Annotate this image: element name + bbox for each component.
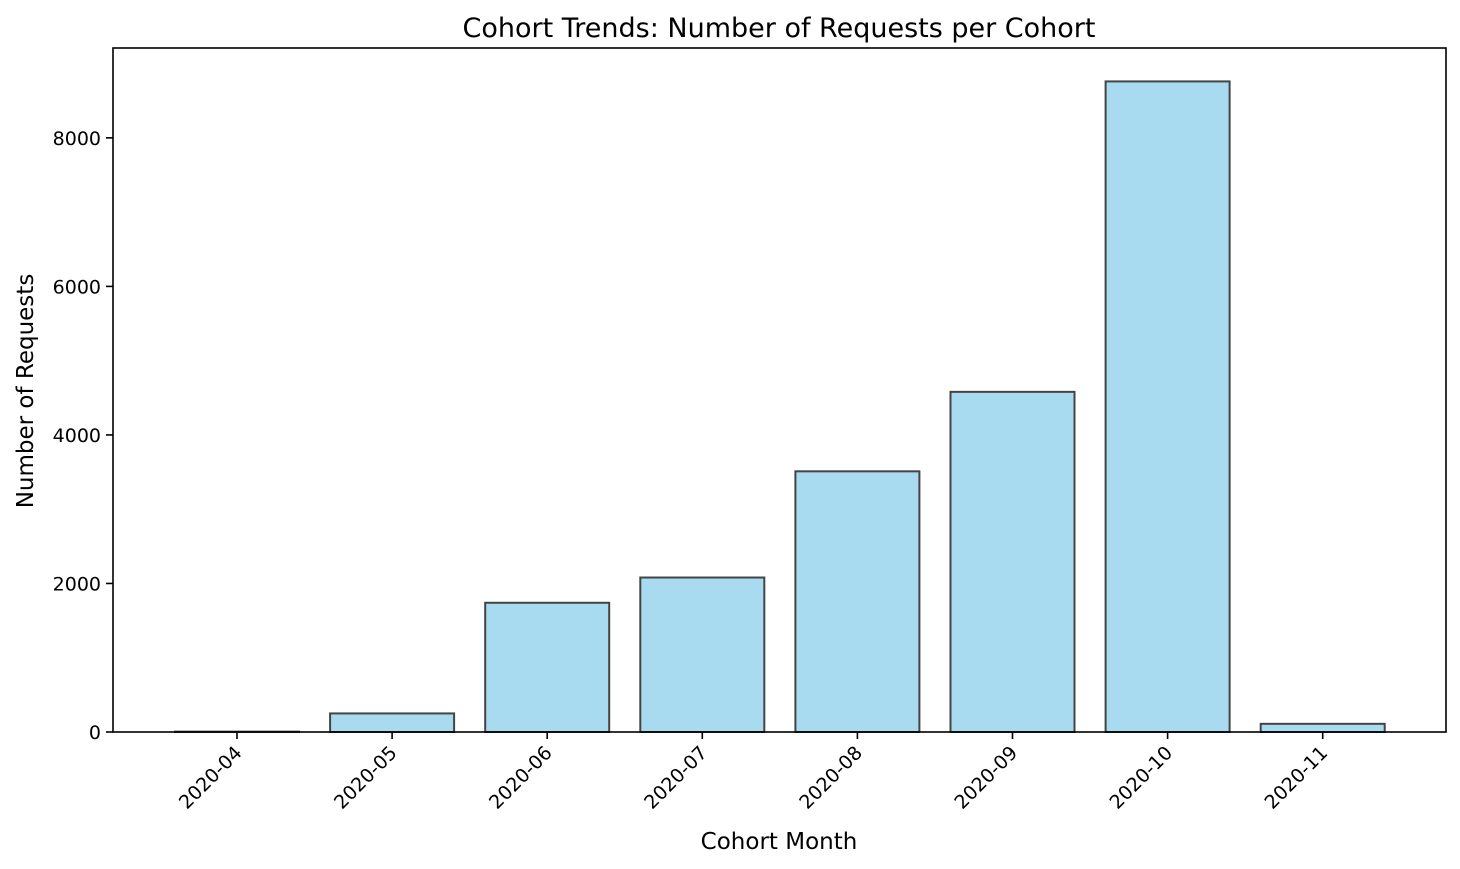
x-axis-ticks: 2020-04 2020-05 2020-06 2020-07 2020-08 2020-…: [175, 732, 1332, 814]
x-tick-label: 2020-06: [485, 742, 557, 814]
y-tick-label: 8000: [53, 128, 101, 150]
bar-2020-08: [794, 470, 921, 733]
x-axis-label: Cohort Month: [701, 829, 858, 855]
x-tick-label: 2020-10: [1105, 742, 1177, 814]
y-axis-label: Number of Requests: [13, 274, 39, 509]
x-tick-label: 2020-05: [330, 742, 402, 814]
x-tick-label: 2020-08: [795, 742, 867, 814]
bar-2020-09: [949, 390, 1076, 733]
y-tick-label: 4000: [53, 425, 101, 447]
bars-group: [174, 80, 1386, 734]
y-tick-label: 0: [89, 722, 101, 744]
y-tick-label: 6000: [53, 276, 101, 298]
x-tick-label: 2020-09: [950, 742, 1022, 814]
bar-2020-07: [639, 576, 766, 733]
x-tick-label: 2020-07: [640, 742, 712, 814]
bar-2020-05: [329, 712, 456, 734]
x-tick-label: 2020-04: [175, 742, 247, 814]
x-tick-label: 2020-11: [1261, 742, 1333, 814]
chart-title: Cohort Trends: Number of Requests per Co…: [462, 13, 1095, 44]
bar-2020-11: [1259, 722, 1386, 734]
bar-2020-10: [1104, 80, 1231, 734]
plot-frame: [112, 47, 1447, 733]
y-axis-ticks: 0 2000 4000 6000 8000: [53, 128, 113, 744]
bar-2020-06: [484, 601, 611, 734]
y-tick-label: 2000: [53, 573, 101, 595]
